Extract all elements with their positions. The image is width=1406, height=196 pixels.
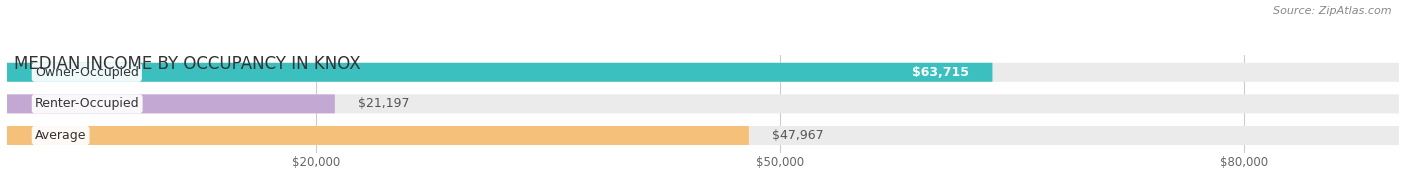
- Text: $63,715: $63,715: [912, 66, 969, 79]
- FancyBboxPatch shape: [7, 63, 993, 82]
- Text: MEDIAN INCOME BY OCCUPANCY IN KNOX: MEDIAN INCOME BY OCCUPANCY IN KNOX: [14, 55, 360, 73]
- FancyBboxPatch shape: [7, 126, 749, 145]
- Text: Average: Average: [35, 129, 86, 142]
- FancyBboxPatch shape: [7, 94, 335, 113]
- FancyBboxPatch shape: [7, 94, 1399, 113]
- Text: Source: ZipAtlas.com: Source: ZipAtlas.com: [1274, 6, 1392, 16]
- Text: Owner-Occupied: Owner-Occupied: [35, 66, 139, 79]
- FancyBboxPatch shape: [7, 63, 1399, 82]
- Text: $21,197: $21,197: [359, 97, 409, 110]
- FancyBboxPatch shape: [7, 126, 1399, 145]
- Text: Renter-Occupied: Renter-Occupied: [35, 97, 139, 110]
- Text: $47,967: $47,967: [772, 129, 824, 142]
